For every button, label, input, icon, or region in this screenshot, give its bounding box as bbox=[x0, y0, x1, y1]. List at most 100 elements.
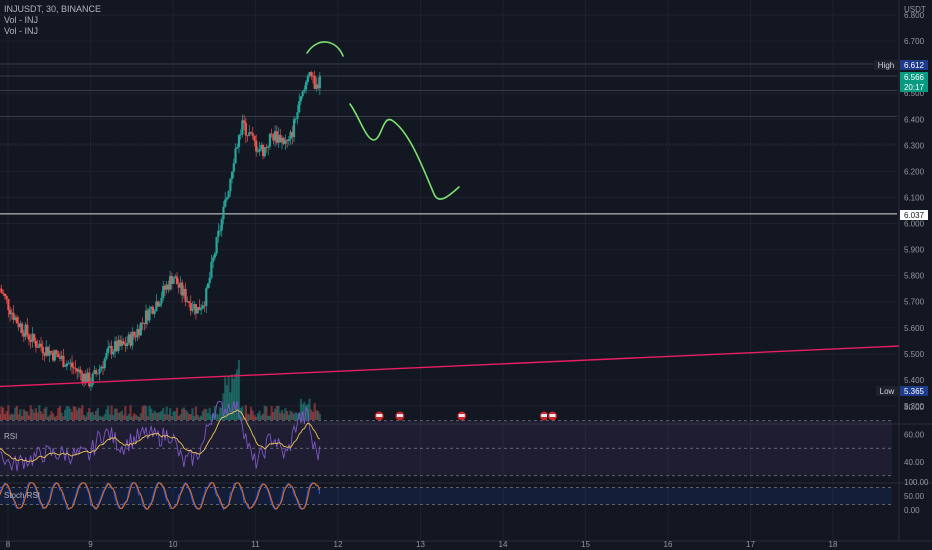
volume-bar bbox=[251, 410, 254, 420]
event-flag-icon[interactable] bbox=[373, 410, 385, 422]
volume-bar bbox=[181, 408, 184, 420]
candle bbox=[19, 320, 22, 334]
candle-body bbox=[184, 288, 187, 302]
high-tag: High bbox=[878, 61, 894, 70]
candle bbox=[205, 285, 208, 314]
candle bbox=[218, 224, 222, 236]
volume-bar bbox=[119, 412, 122, 420]
volume-bar bbox=[191, 408, 194, 420]
candle-body bbox=[14, 317, 17, 320]
hand-drawn-projection[interactable] bbox=[306, 41, 460, 200]
candle-body bbox=[222, 206, 225, 220]
rsi-ma-line bbox=[0, 409, 321, 463]
stoch-pane-title[interactable]: Stoch RSI bbox=[4, 491, 41, 500]
volume-bar bbox=[213, 405, 216, 420]
price-tags: High 6.612 6.566 20:17 6.037 Low 5.365 bbox=[874, 60, 928, 396]
event-flag-icon[interactable] bbox=[456, 410, 468, 422]
volume-bar bbox=[93, 415, 96, 420]
trendline[interactable] bbox=[0, 345, 900, 388]
candle-body bbox=[58, 357, 62, 359]
candle-body bbox=[46, 346, 50, 356]
volume-bar bbox=[261, 413, 265, 420]
volume-legend-2[interactable]: Vol - INJ bbox=[4, 26, 39, 36]
candle-body bbox=[169, 276, 172, 290]
candle-body bbox=[139, 322, 142, 336]
volume-bar bbox=[105, 409, 108, 420]
symbol-legend[interactable]: INJUSDT, 30, BINANCE bbox=[4, 4, 102, 14]
candle bbox=[318, 71, 321, 96]
candle-body bbox=[7, 299, 10, 311]
volume-bar bbox=[74, 407, 77, 420]
candle-body bbox=[227, 191, 230, 198]
candle bbox=[304, 80, 308, 94]
candle bbox=[120, 335, 124, 350]
volume-bar bbox=[225, 385, 229, 420]
candle-body bbox=[48, 350, 51, 356]
volume-bar bbox=[138, 416, 141, 420]
candle bbox=[232, 158, 235, 179]
volume-bar bbox=[201, 411, 204, 420]
economic-events[interactable] bbox=[373, 410, 558, 422]
candle-body bbox=[64, 366, 67, 368]
volume-bar bbox=[8, 414, 12, 420]
candle-body bbox=[126, 343, 129, 346]
event-flag-icon[interactable] bbox=[547, 410, 558, 422]
candle-body bbox=[218, 230, 222, 232]
volume-bar bbox=[234, 373, 237, 420]
stoch-tick-label: 100.00 bbox=[904, 478, 929, 487]
volume-bar bbox=[43, 408, 46, 420]
volume-bar bbox=[151, 413, 155, 420]
candle-body bbox=[210, 261, 213, 278]
price-axis[interactable]: 5.300 5.400 5.500 5.600 5.700 5.800 5.900 6.000… bbox=[904, 11, 929, 515]
candle bbox=[308, 71, 311, 78]
candle bbox=[184, 282, 187, 307]
candlesticks[interactable] bbox=[0, 70, 321, 391]
candle-body bbox=[304, 81, 308, 90]
candle-body bbox=[272, 134, 275, 141]
candle bbox=[110, 340, 113, 359]
price-tick-label: 6.200 bbox=[904, 167, 925, 176]
volume-bar bbox=[304, 405, 308, 420]
volume-bar bbox=[27, 415, 31, 420]
volume-bar bbox=[172, 411, 175, 420]
candle-body bbox=[212, 257, 215, 262]
volume-bar bbox=[310, 409, 313, 420]
rsi-pane-title[interactable]: RSI bbox=[4, 432, 18, 441]
candle-body bbox=[249, 132, 253, 134]
candle bbox=[41, 340, 44, 361]
volume-bar bbox=[33, 412, 36, 420]
candle bbox=[76, 368, 79, 380]
candle bbox=[177, 278, 180, 294]
candle bbox=[31, 327, 34, 348]
volume-bar bbox=[315, 410, 318, 420]
candle-body bbox=[0, 288, 3, 293]
candle-body bbox=[263, 147, 266, 157]
candle bbox=[153, 309, 156, 318]
stoch-d-line bbox=[0, 482, 321, 510]
volume-bar bbox=[50, 411, 53, 420]
candle bbox=[14, 314, 17, 322]
volume-bar bbox=[237, 360, 241, 420]
candle-body bbox=[3, 293, 7, 297]
event-flag-icon[interactable] bbox=[394, 410, 406, 422]
price-tick-label: 6.500 bbox=[904, 89, 925, 98]
candle bbox=[65, 360, 68, 371]
volume-bar bbox=[292, 413, 296, 420]
time-axis[interactable]: 8 9 10 11 12 13 14 15 16 17 18 bbox=[6, 540, 838, 549]
time-tick-label: 11 bbox=[251, 540, 260, 549]
volume-bar bbox=[317, 410, 320, 420]
candle-body bbox=[98, 368, 101, 374]
candle bbox=[64, 363, 67, 368]
candle-body bbox=[191, 308, 194, 311]
volume-legend-1[interactable]: Vol - INJ bbox=[4, 15, 39, 25]
candle-body bbox=[181, 282, 184, 296]
rsi-line bbox=[0, 401, 321, 472]
candle bbox=[310, 70, 313, 80]
candle bbox=[7, 298, 10, 318]
candle bbox=[277, 127, 280, 149]
candle bbox=[50, 350, 53, 355]
time-tick-label: 17 bbox=[746, 540, 755, 549]
volume-bar bbox=[136, 415, 139, 420]
event-flag-stripe bbox=[541, 414, 548, 417]
